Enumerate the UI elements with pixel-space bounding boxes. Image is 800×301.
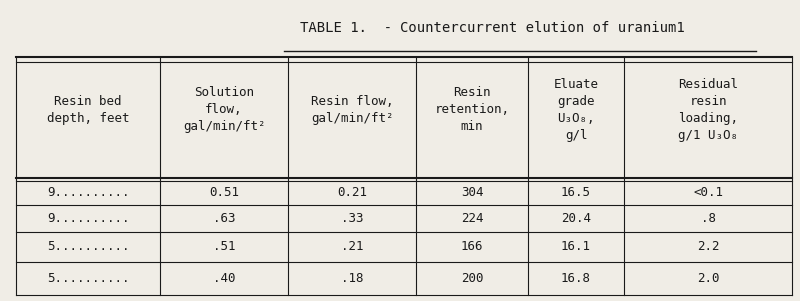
Text: 2.0: 2.0 [697, 272, 719, 285]
Text: 2.2: 2.2 [697, 240, 719, 253]
Text: 224: 224 [461, 212, 483, 225]
Text: 9..........: 9.......... [46, 186, 130, 199]
Text: <0.1: <0.1 [693, 186, 723, 199]
Text: Resin bed
depth, feet: Resin bed depth, feet [46, 95, 130, 125]
Text: Solution
flow,
gal/min/ft²: Solution flow, gal/min/ft² [182, 86, 266, 133]
Text: .63: .63 [213, 212, 235, 225]
Text: 304: 304 [461, 186, 483, 199]
Text: Resin
retention,
min: Resin retention, min [434, 86, 510, 133]
Text: .8: .8 [701, 212, 715, 225]
Text: 200: 200 [461, 272, 483, 285]
Text: .18: .18 [341, 272, 363, 285]
Text: Eluate
grade
U₃O₈,
g/l: Eluate grade U₃O₈, g/l [554, 78, 598, 142]
Text: 16.5: 16.5 [561, 186, 591, 199]
Text: Residual
resin
loading,
g/1 U₃O₈: Residual resin loading, g/1 U₃O₈ [678, 78, 738, 142]
Text: .21: .21 [341, 240, 363, 253]
Text: 16.1: 16.1 [561, 240, 591, 253]
Text: 5..........: 5.......... [46, 240, 130, 253]
Text: 20.4: 20.4 [561, 212, 591, 225]
Text: .33: .33 [341, 212, 363, 225]
Text: 0.21: 0.21 [337, 186, 367, 199]
Text: .51: .51 [213, 240, 235, 253]
Text: Countercurrent elution of uranium1: Countercurrent elution of uranium1 [400, 21, 685, 35]
Text: 16.8: 16.8 [561, 272, 591, 285]
Text: .40: .40 [213, 272, 235, 285]
Text: Resin flow,
gal/min/ft²: Resin flow, gal/min/ft² [310, 95, 394, 125]
Text: 0.51: 0.51 [209, 186, 239, 199]
Text: 9..........: 9.......... [46, 212, 130, 225]
Text: 5..........: 5.......... [46, 272, 130, 285]
Text: 166: 166 [461, 240, 483, 253]
Text: TABLE 1.  -: TABLE 1. - [299, 21, 400, 35]
